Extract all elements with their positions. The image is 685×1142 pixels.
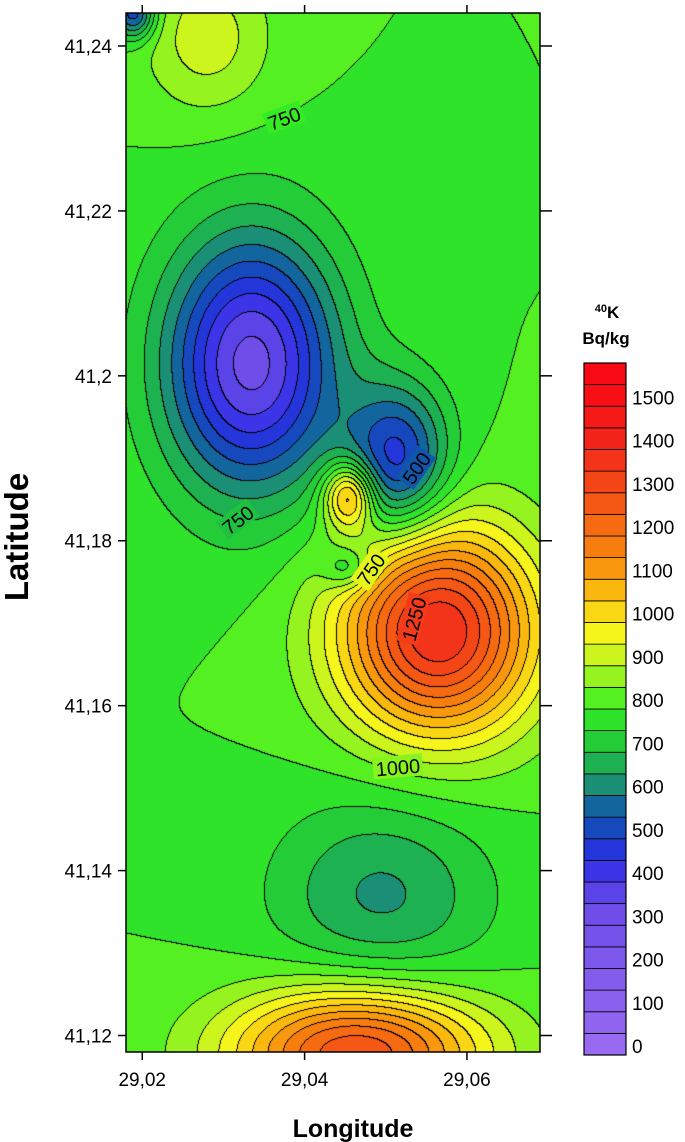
legend-title-main: K [607,303,620,322]
legend-tick-label: 0 [632,1037,643,1058]
contour-label-background [261,100,307,135]
legend-title-superscript: 40 [595,303,607,315]
legend-unit: Bq/kg [582,329,629,348]
y-tick-label: 41,24 [64,37,112,58]
legend-tick-label: 900 [632,648,664,669]
color-legend: 40K Bq/kg 0 100 200 300 400 500 600 700 800 900 10… [582,303,674,1058]
contour-label-background [395,445,436,490]
contour-label-background [396,591,431,646]
legend-swatch [583,578,627,602]
legend-swatch [583,816,627,840]
contour-label-background [215,498,260,541]
legend-tick-label: 300 [632,907,664,928]
legend-swatch [583,946,627,969]
legend-ticks: 0 100 200 300 400 500 600 700 800 900 1000 1100 1200… [632,388,674,1058]
y-axis: 41,12 41,14 41,16 41,18 41,2 41,22 41,24 [64,37,552,1048]
legend-swatch [583,427,627,450]
legend-tick-label: 700 [632,734,664,755]
legend-swatch [583,773,627,796]
contour-label-text: 1000 [375,756,421,782]
legend-swatch [583,405,627,429]
legend-swatch [583,449,627,472]
contour-label: 1000 [371,753,424,782]
legend-swatch [583,535,627,559]
legend-tick-label: 200 [632,951,664,972]
x-axis-title: Longitude [293,1115,414,1142]
legend-tick-label: 1100 [632,561,673,582]
legend-swatch [583,362,627,386]
legend-swatch [583,622,627,645]
legend-border [583,362,627,1056]
contour-plot-area [126,13,540,1052]
legend-swatch [583,924,627,948]
contour-label-background [371,753,424,780]
legend-swatch [583,795,627,818]
y-tick-label: 41,2 [75,367,112,388]
legend-tick-label: 1300 [632,475,674,496]
plot-border [125,12,541,1053]
legend-tick-label: 1500 [632,388,674,409]
legend-swatch [583,751,627,775]
legend-tick-label: 1400 [632,432,674,453]
legend-tick-label: 400 [632,864,664,885]
legend-swatch [583,384,627,407]
y-tick-label: 41,12 [64,1027,112,1048]
contour-label-background [350,546,391,592]
y-tick-label: 41,16 [64,697,112,718]
legend-swatch [583,513,627,537]
x-tick-label: 29,04 [281,1070,329,1091]
legend-swatch [583,903,627,926]
legend-swatch [583,1032,627,1056]
contour-fill [126,13,540,1052]
legend-swatch [583,665,627,688]
x-tick-label: 29,06 [443,1070,491,1091]
legend-swatch [583,686,627,710]
legend-swatch [583,838,627,861]
legend-swatch [583,600,627,623]
legend-swatch [583,989,627,1013]
legend-title: 40K [595,303,620,322]
x-tick-label: 29,02 [118,1070,166,1091]
y-tick-label: 41,18 [64,532,112,553]
legend-tick-label: 1000 [632,605,674,626]
x-axis: 29,02 29,04 29,06 [118,5,491,1091]
legend-tick-label: 600 [632,778,664,799]
legend-swatch [583,708,627,732]
legend-swatch [583,881,627,905]
legend-swatch [583,470,627,494]
legend-swatch [583,968,627,991]
legend-tick-label: 800 [632,691,664,712]
legend-swatches [583,362,627,1056]
legend-swatch [583,643,627,667]
legend-tick-label: 1200 [632,518,674,539]
y-axis-title: Latitude [0,473,35,601]
y-tick-label: 41,22 [64,202,112,223]
legend-swatch [583,730,627,753]
y-tick-label: 41,14 [64,862,112,883]
legend-swatch [583,557,627,580]
plot-frame [125,12,541,1053]
legend-swatch [583,1011,627,1034]
legend-swatch [583,859,627,883]
legend-tick-label: 500 [632,821,664,842]
legend-swatch [583,492,627,515]
legend-tick-label: 100 [632,994,664,1015]
